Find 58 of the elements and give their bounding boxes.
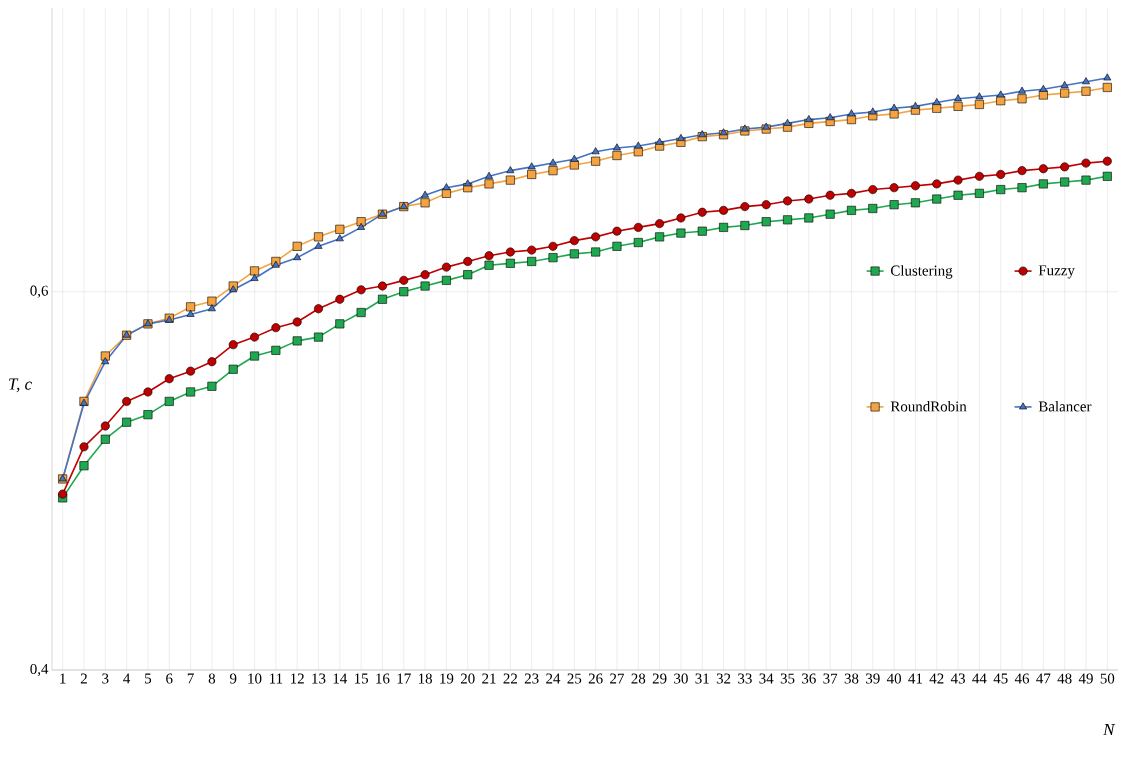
x-tick-label: 26 [588,673,603,684]
x-tick-label: 39 [866,673,880,684]
x-tick-label: 19 [440,673,454,684]
x-tick-label: 5 [145,673,152,684]
x-tick-label: 20 [460,673,475,684]
x-tick-label: 7 [187,673,194,684]
x-tick-label: 25 [567,673,582,684]
x-tick-label: 22 [503,673,517,684]
x-tick-label: 6 [166,673,173,684]
y-tick-label: 0,6 [30,285,49,298]
x-tick-label: 18 [418,673,432,684]
x-tick-label: 41 [908,673,923,684]
x-tick-label: 11 [269,673,283,684]
x-tick-label: 9 [229,673,237,684]
x-tick-label: 44 [972,673,987,684]
x-tick-label: 36 [802,673,816,684]
x-tick-label: 50 [1100,673,1115,684]
y-tick-label: 0,4 [30,663,49,677]
x-tick-label: 28 [631,673,646,684]
x-tick-label: 37 [823,673,838,684]
legend-label: Fuzzy [1038,265,1075,279]
x-tick-label: 2 [80,673,87,684]
x-tick-label: 27 [610,673,624,684]
x-tick-label: 21 [482,673,496,684]
y-axis-title: T, c [9,378,32,393]
x-tick-label: 3 [102,673,109,684]
x-tick-label: 29 [652,673,667,684]
x-tick-label: 40 [886,673,902,684]
x-tick-label: 48 [1057,673,1072,684]
x-axis-title: N [1103,724,1116,736]
x-tick-label: 30 [674,673,688,684]
x-tick-label: 42 [929,673,944,684]
x-tick-label: 23 [524,673,539,684]
x-tick-label: 16 [376,673,390,684]
x-tick-label: 1 [60,673,66,684]
legend-label: RoundRobin [890,401,967,412]
x-tick-label: 35 [780,673,795,684]
x-tick-label: 31 [695,673,709,684]
x-tick-label: 13 [312,673,326,684]
x-tick-label: 15 [354,673,369,684]
legend-label: Clustering [890,265,953,279]
x-tick-label: 14 [333,673,348,684]
x-tick-label: 8 [208,673,216,684]
x-tick-label: 46 [1014,673,1030,684]
x-tick-label: 34 [759,673,774,684]
x-tick-label: 10 [248,673,262,684]
legend-label: Balancer [1038,401,1092,412]
x-tick-label: 12 [291,673,304,684]
x-tick-label: 17 [397,673,411,684]
x-tick-label: 32 [716,673,731,684]
x-tick-label: 45 [993,673,1008,684]
x-tick-label: 47 [1036,673,1051,684]
x-tick-label: 38 [844,673,859,684]
x-tick-label: 4 [123,673,131,684]
x-tick-label: 49 [1078,673,1093,684]
x-tick-label: 33 [738,673,752,684]
x-tick-label: 43 [950,673,965,684]
x-tick-label: 24 [546,673,561,684]
